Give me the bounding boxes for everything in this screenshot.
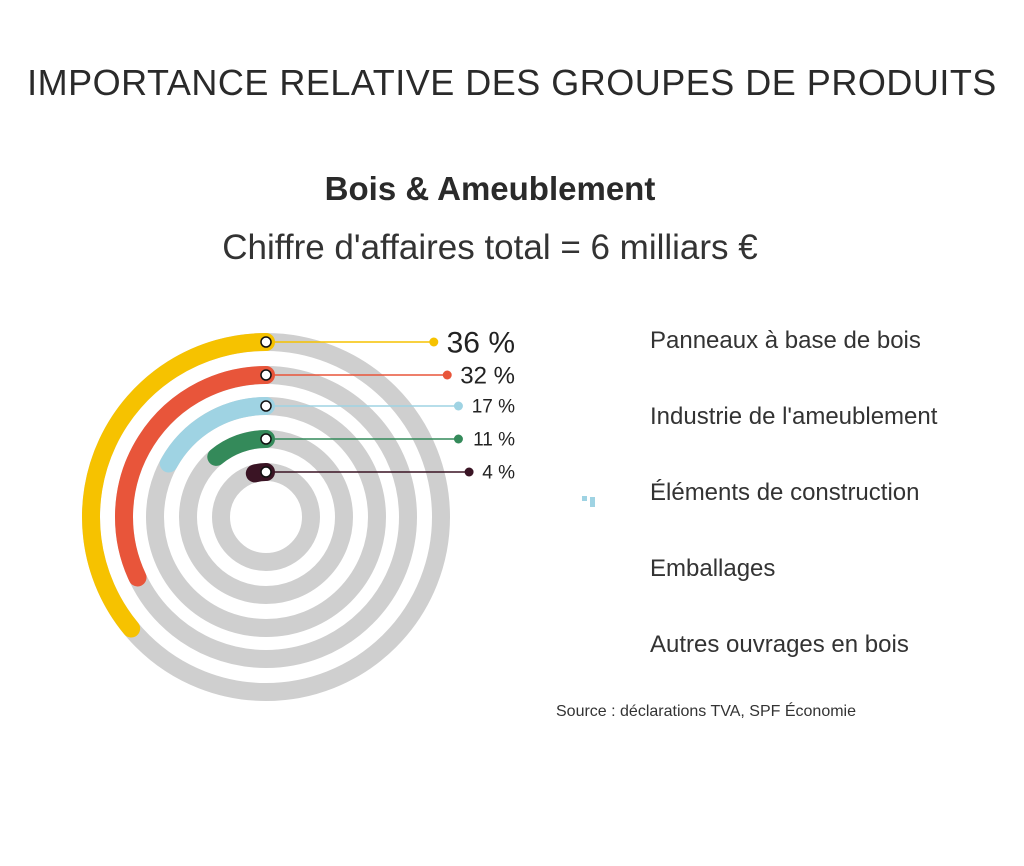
connector-dot	[429, 337, 439, 347]
data-label: 32 %	[460, 362, 515, 389]
wood-panel-icon	[556, 310, 620, 374]
bar-arc	[82, 333, 275, 638]
data-label: 11 %	[473, 430, 515, 451]
radial-bar-chart: 36 %32 % 17 % 11 % 4 %	[82, 327, 515, 701]
bar-arc	[159, 397, 275, 473]
arc-start-marker	[260, 336, 272, 348]
legend-item-ameublement: Industrie de l'ameublement	[556, 386, 996, 450]
pallet-icon	[556, 538, 620, 602]
connector-dot	[464, 467, 474, 477]
house-icon	[556, 462, 620, 526]
legend-label: Panneaux à base de bois	[650, 327, 921, 354]
connector-dot	[442, 370, 452, 380]
legend-label: Autres ouvrages en bois	[650, 631, 909, 658]
legend-label: Industrie de l'ameublement	[650, 403, 938, 430]
source-note: Source : déclarations TVA, SPF Économie	[556, 703, 856, 720]
arc-start-marker	[260, 369, 272, 381]
bar-arc	[115, 366, 275, 587]
total-revenue-label: Chiffre d'affaires total = 6 milliars €	[222, 228, 758, 267]
connector-dot	[453, 401, 463, 411]
legend-item-emballages: Emballages	[556, 538, 996, 602]
chart-subtitle: Bois & Ameublement	[324, 170, 656, 207]
arc-start-marker	[260, 400, 272, 412]
legend-label: Éléments de construction	[650, 479, 920, 506]
data-label: 17 %	[472, 397, 515, 418]
arc-start-marker	[260, 466, 272, 478]
ring-track	[212, 463, 320, 571]
legend-label: Emballages	[650, 555, 776, 582]
legend-item-construction: Éléments de construction	[556, 462, 996, 526]
legend-item-autres: Autres ouvrages en bois	[556, 614, 996, 678]
table-chairs-icon	[556, 386, 620, 450]
arc-start-marker	[260, 433, 272, 445]
page-title: IMPORTANCE RELATIVE DES GROUPES DE PRODU…	[27, 62, 997, 103]
legend-item-panneaux: Panneaux à base de bois	[556, 310, 996, 374]
connector-dot	[453, 434, 463, 444]
data-label: 4 %	[482, 463, 515, 484]
playground-icon	[556, 614, 620, 678]
data-label: 36 %	[447, 327, 515, 360]
bar-arc	[207, 430, 275, 466]
